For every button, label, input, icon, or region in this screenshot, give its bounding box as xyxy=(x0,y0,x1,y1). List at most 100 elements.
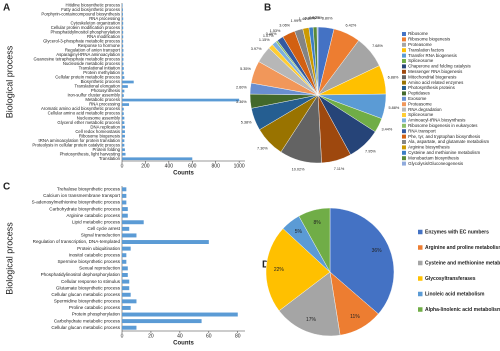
slice-label: 2.60% xyxy=(236,86,247,90)
bar xyxy=(122,148,125,152)
bar xyxy=(122,292,131,297)
x-tick-label: 800 xyxy=(212,163,221,169)
legend-label: Amino acid related enzymes xyxy=(408,80,464,85)
legend-label: Enzymes with EC numbers xyxy=(425,229,489,235)
legend-swatch xyxy=(402,96,406,101)
y-tick-label: Hitidine biosynthetic process xyxy=(66,2,120,7)
y-tick-label: Cell redox homeostasis xyxy=(75,129,120,134)
slice-label: 1.99% xyxy=(291,19,302,23)
bar xyxy=(122,53,124,57)
bar xyxy=(122,98,240,102)
bar xyxy=(122,121,125,124)
bar xyxy=(122,253,127,258)
bar xyxy=(122,67,124,70)
legend-swatch xyxy=(402,48,406,53)
slice-label: 7.30% xyxy=(257,146,268,150)
legend-swatch xyxy=(402,53,406,58)
y-tick-label: Proline catabolic process xyxy=(69,305,121,310)
legend-label: Proteasome xyxy=(408,42,432,47)
pie-slice xyxy=(298,207,331,273)
slice-label: 3.36% xyxy=(236,100,247,104)
legend-label: Photosynthesis proteins xyxy=(408,85,455,90)
x-tick-label: 0 xyxy=(121,333,124,339)
bar xyxy=(122,240,209,244)
legend-swatch xyxy=(402,150,406,155)
bar xyxy=(122,71,124,75)
slice-label: 5% xyxy=(295,229,303,235)
bar xyxy=(122,44,124,48)
y-axis-label: Biological process xyxy=(4,222,14,295)
y-tick-label: Inositol catabolic process xyxy=(69,252,121,257)
slice-label: 3.06% xyxy=(279,24,290,28)
bar xyxy=(122,30,124,34)
legend-swatch xyxy=(418,245,423,250)
bar xyxy=(122,305,131,310)
y-tick-label: Signal transduction xyxy=(81,233,121,238)
bar xyxy=(122,80,134,84)
legend-swatch xyxy=(418,291,423,297)
y-tick-label: Iron-sulfur cluster assembly xyxy=(67,93,120,98)
bar xyxy=(122,246,131,251)
slice-label: 3.97% xyxy=(251,47,262,51)
legend-label: Alpha-linolenic acid metabolism xyxy=(425,307,500,313)
bar xyxy=(122,12,123,16)
x-tick-label: 0 xyxy=(121,163,124,169)
y-tick-label: tRNA aminoacylation for protein translat… xyxy=(39,138,121,143)
y-tick-label: Cellular glucan metabolic process xyxy=(51,292,120,297)
y-tick-label: Protein methylation xyxy=(83,70,120,75)
legend-label: Glycolysis/Gluconeogenesis xyxy=(408,161,464,166)
bar xyxy=(122,103,130,106)
legend-label: Cysteine and methionine metabolism xyxy=(425,260,500,266)
legend-swatch xyxy=(402,75,406,80)
y-tick-label: Carbohydrate biosynthetic process xyxy=(49,206,120,211)
bar xyxy=(122,279,130,284)
bar xyxy=(122,112,124,115)
bar xyxy=(122,130,125,134)
slice-label: 1.53% xyxy=(270,29,281,33)
y-tick-label: Ribosome biogenesis xyxy=(79,133,120,138)
legend-label: Ala, aspartate, and glutamate metabolism xyxy=(408,139,489,144)
slice-label: 7.95% xyxy=(365,149,376,153)
y-tick-label: Translation xyxy=(99,156,121,161)
y-tick-label: Nucleosome assembly xyxy=(77,115,121,120)
bar xyxy=(122,76,125,79)
bar xyxy=(122,116,125,120)
legend-swatch xyxy=(402,129,406,134)
legend-label: RNA transport xyxy=(408,128,436,133)
slice-label: 3.80% xyxy=(322,17,333,21)
bar xyxy=(122,89,125,93)
slice-label: 17% xyxy=(306,317,317,323)
legend-label: Linoleic acid metabolism xyxy=(425,291,485,297)
bar xyxy=(122,58,124,61)
y-tick-label: Asparaginyl-tRNA aminoacylation xyxy=(56,52,120,57)
legend-swatch xyxy=(402,59,406,63)
slice-label: 3.44% xyxy=(381,127,392,131)
bar xyxy=(122,152,126,156)
y-tick-label: Nucleoside metabolic process xyxy=(63,61,120,66)
y-tick-label: Phosphatidylinositol phosphorylation xyxy=(50,29,120,34)
slice-label: 7.11% xyxy=(334,167,345,171)
bar xyxy=(122,319,202,324)
bar xyxy=(122,226,130,231)
pie-slice xyxy=(278,271,341,337)
y-tick-label: Cell cycle arrest xyxy=(87,226,120,231)
legend-label: Peptidases xyxy=(408,91,431,96)
y-tick-label: Guanosine tetraphosphate metabolic proce… xyxy=(34,57,120,62)
y-tick-label: Spermidine biosynthetic process xyxy=(54,299,121,304)
legend-swatch xyxy=(402,37,406,42)
bar xyxy=(122,139,125,143)
legend-swatch xyxy=(402,42,406,47)
legend-label: Ribosome biogenesis in eukaryotes xyxy=(408,123,478,128)
y-tick-label: Trehalose biosynthetic process xyxy=(57,187,121,192)
legend-swatch xyxy=(402,123,406,128)
y-tick-label: Photosynthesis xyxy=(91,88,120,93)
slice-label: 10.02% xyxy=(292,167,306,171)
bar xyxy=(122,233,137,238)
bar xyxy=(122,325,137,330)
bar xyxy=(122,107,124,111)
legend-label: Exosome xyxy=(408,96,427,101)
legend-label: Translation factors xyxy=(408,47,445,52)
y-tick-label: Carbohydrate metabolic process xyxy=(54,318,121,323)
legend-label: Spliceosome xyxy=(408,112,434,117)
bar xyxy=(122,213,128,218)
